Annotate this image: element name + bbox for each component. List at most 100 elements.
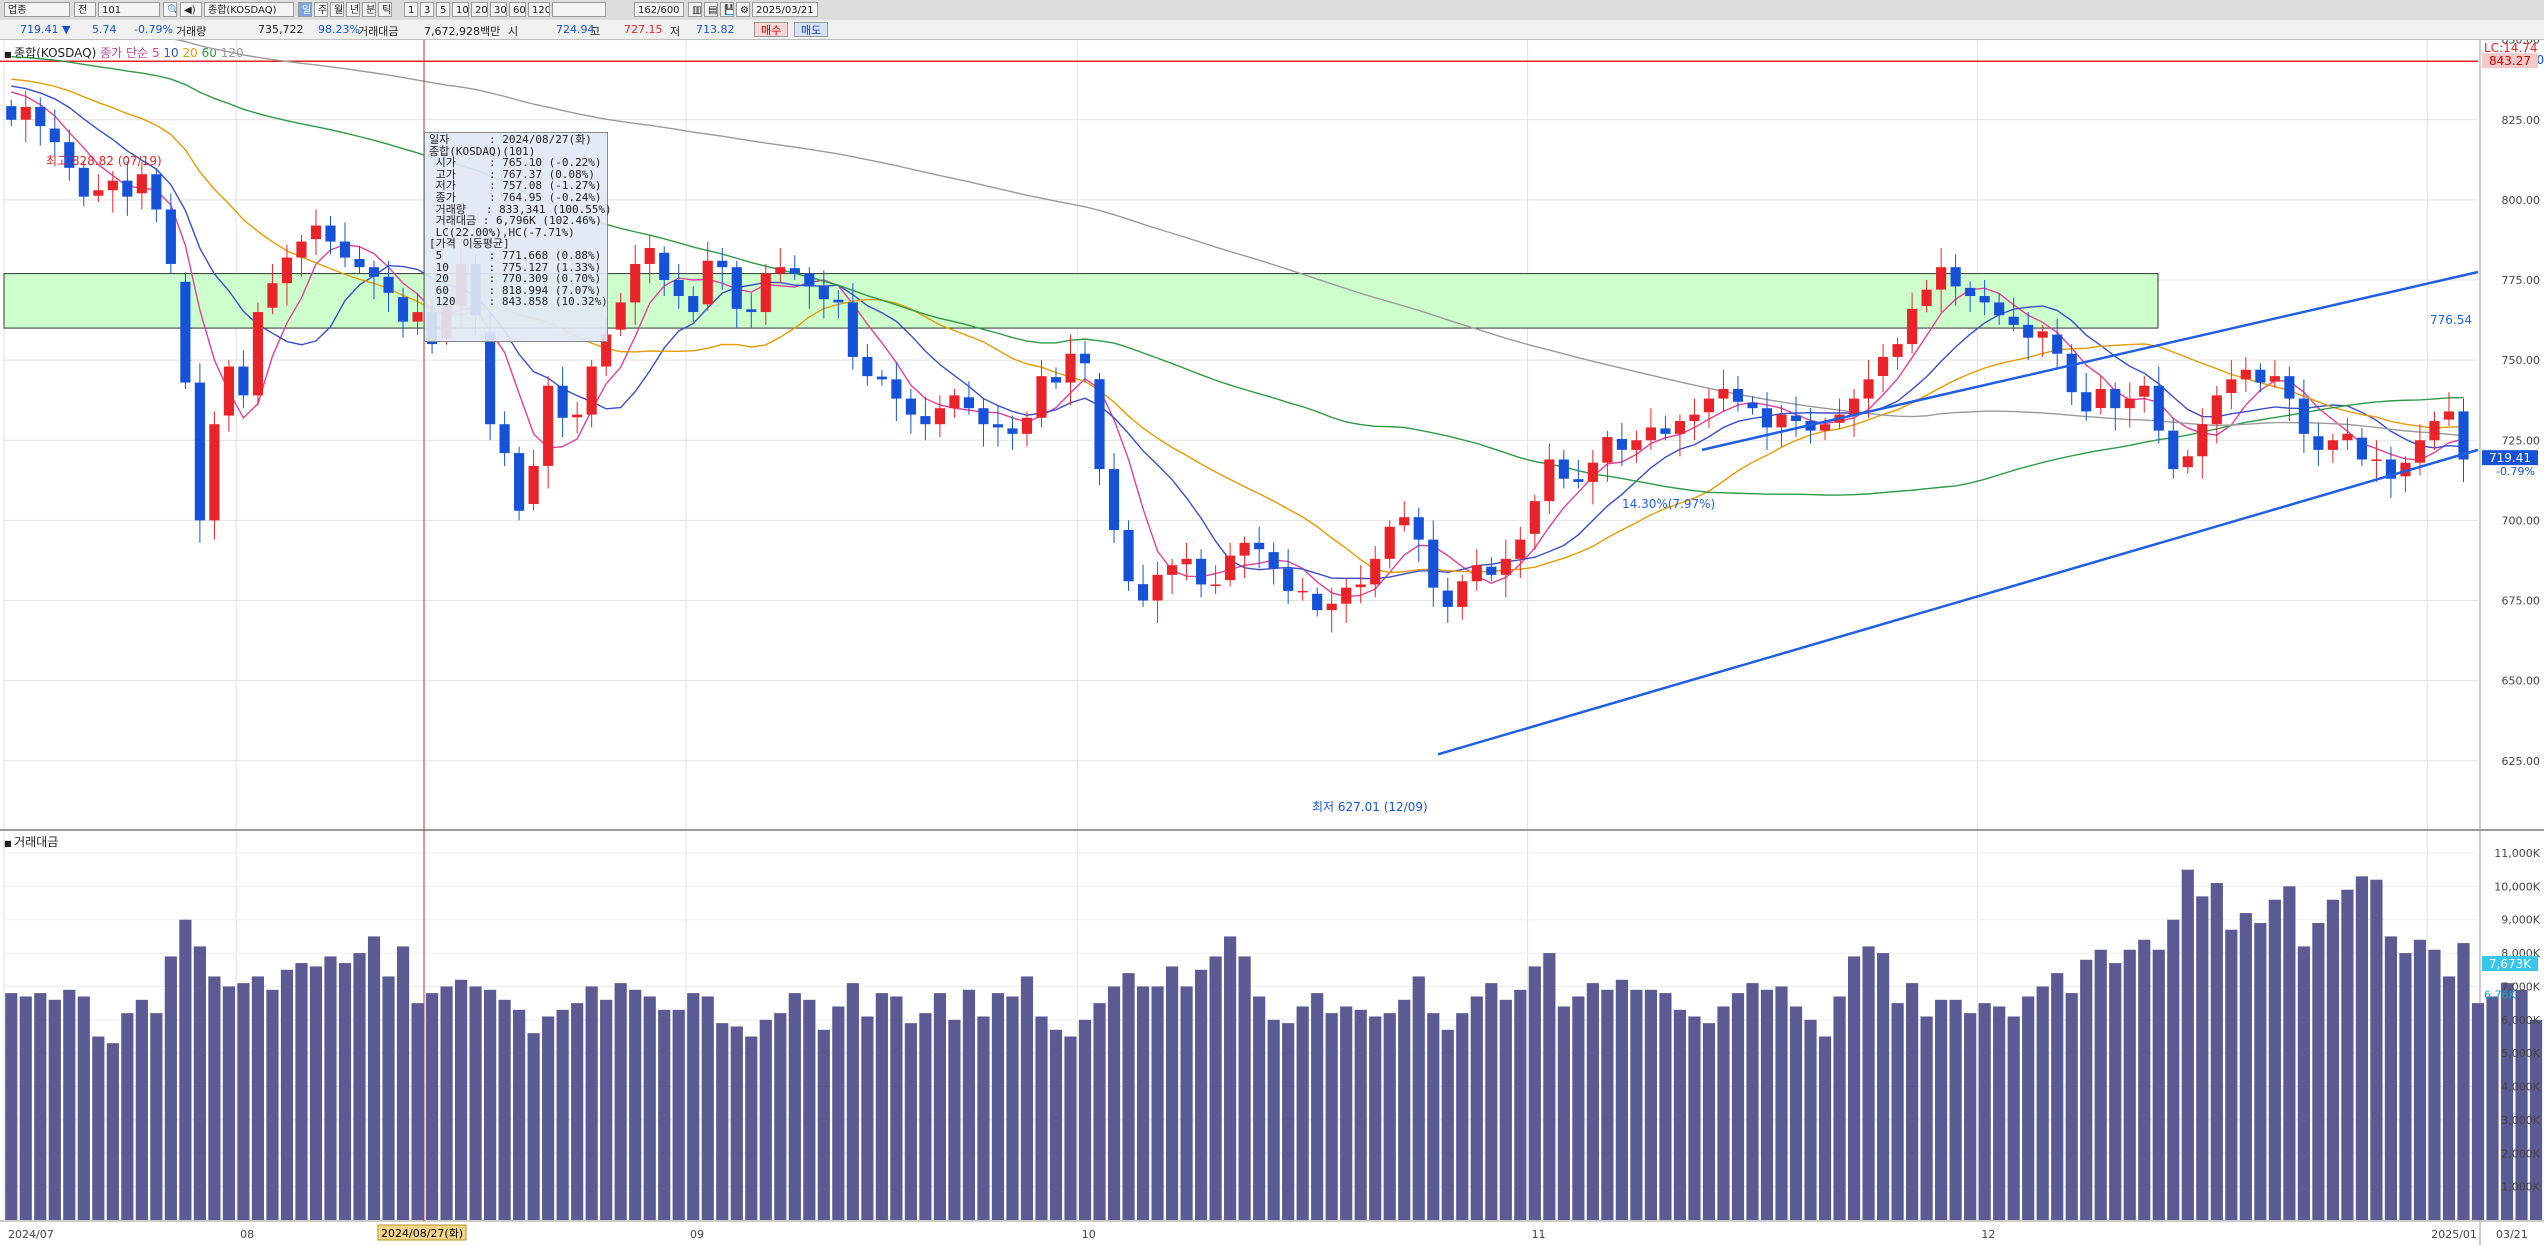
buy-button[interactable]: 매수 xyxy=(754,22,789,37)
count-field[interactable]: 162/600 xyxy=(634,2,684,17)
sound-button[interactable]: ◀) xyxy=(180,2,202,17)
period-month[interactable]: 월 xyxy=(330,2,344,17)
chart-type-button[interactable]: ▥ xyxy=(688,2,702,17)
search-button[interactable]: 🔍 xyxy=(163,2,177,17)
interval-20[interactable]: 20 xyxy=(471,2,488,17)
candle-body xyxy=(702,260,713,305)
axes: 950.00925.00900.00875.00850.00825.00800.… xyxy=(8,40,2541,1241)
trend-lines xyxy=(1437,270,2479,756)
candle-body xyxy=(2081,392,2092,412)
type-select[interactable]: 전 xyxy=(74,2,96,17)
interval-10[interactable]: 10 xyxy=(452,2,469,17)
volume-bar xyxy=(1949,999,1962,1220)
candle-body xyxy=(760,273,771,313)
volume-bar xyxy=(919,1013,932,1220)
volume-bar xyxy=(1833,996,1846,1220)
tooltip-line: 60 : 818.994 (7.07%) xyxy=(429,283,602,297)
candle-body xyxy=(122,180,133,197)
volume-bar xyxy=(1064,1036,1077,1220)
volume-bar xyxy=(2457,943,2470,1220)
volume-bar xyxy=(643,996,656,1220)
period-tick[interactable]: 틱 xyxy=(378,2,392,17)
volume-bar xyxy=(2355,876,2369,1220)
volume-bar xyxy=(2326,899,2339,1220)
volume-bar xyxy=(1267,1019,1280,1220)
volume-bar xyxy=(585,986,598,1220)
volume-bar xyxy=(2094,949,2107,1220)
volume-bar xyxy=(179,919,192,1220)
settings-button[interactable]: ⚙ xyxy=(736,2,750,17)
candle-body xyxy=(891,379,902,399)
volume-bar xyxy=(1993,1006,2006,1220)
volume-bar xyxy=(1847,956,1861,1220)
volume-bar xyxy=(2007,1016,2020,1220)
candle-body xyxy=(252,312,264,396)
candle-body xyxy=(978,408,989,425)
volume-bar xyxy=(1412,976,1425,1220)
interval-custom[interactable] xyxy=(552,2,606,17)
selected-date-badge xyxy=(377,1224,467,1241)
legend-ma-prefix: 종가 단순 xyxy=(100,46,149,60)
volume-axis-label: 5,000K xyxy=(2501,1047,2540,1060)
legend-ma20[interactable]: 20 xyxy=(182,46,198,60)
volume-bar xyxy=(469,986,482,1220)
period-minute[interactable]: 분 xyxy=(362,2,376,17)
market-select[interactable]: 업종 xyxy=(4,2,70,17)
volume-bar xyxy=(367,936,381,1220)
candle-body xyxy=(1457,581,1468,607)
candle-body xyxy=(2037,331,2048,338)
interval-1[interactable]: 1 xyxy=(404,2,418,17)
interval-60[interactable]: 60 xyxy=(509,2,526,17)
candle-body xyxy=(1921,289,1932,306)
volume-bar xyxy=(1238,956,1251,1220)
open-label: 시 xyxy=(508,25,519,38)
volume-bar xyxy=(1572,996,1585,1220)
interval-3[interactable]: 3 xyxy=(420,2,434,17)
amount-label: 거래대금 xyxy=(358,25,399,38)
candle-body xyxy=(1239,542,1250,556)
legend-ma60[interactable]: 60 xyxy=(201,46,217,60)
stock-chart[interactable]: 950.00925.00900.00875.00850.00825.00800.… xyxy=(0,40,2544,1245)
volume-bar xyxy=(1601,989,1614,1220)
candle-body xyxy=(2095,388,2106,409)
period-day[interactable]: 일 xyxy=(298,2,312,17)
candle-body xyxy=(2124,398,2135,409)
candle-body xyxy=(2400,462,2411,477)
volume-bar xyxy=(164,956,177,1220)
interval-5[interactable]: 5 xyxy=(436,2,450,17)
candle-body xyxy=(2284,376,2295,399)
candle-body xyxy=(339,241,351,258)
interval-30[interactable]: 30 xyxy=(490,2,507,17)
volume-bar xyxy=(1615,979,1628,1220)
period-year[interactable]: 년 xyxy=(346,2,360,17)
volume-pane-legend: ■ 거래대금 xyxy=(4,833,58,850)
candle-body xyxy=(20,106,31,120)
candle-body xyxy=(1268,552,1279,569)
volume-bar xyxy=(2080,959,2093,1220)
sell-button[interactable]: 매도 xyxy=(794,22,829,37)
volume-bar xyxy=(1224,936,1237,1220)
legend-volume-title: 거래대금 xyxy=(14,835,59,849)
legend-ma5[interactable]: 5 xyxy=(151,46,160,60)
save-button[interactable]: 💾 xyxy=(720,2,734,17)
selected-date-label: 2024/08/27(화) xyxy=(381,1227,463,1240)
price-change: 5.74 xyxy=(92,23,117,36)
period-week[interactable]: 주 xyxy=(314,2,328,17)
volume-bar xyxy=(1325,1013,1338,1220)
volume-bar xyxy=(2283,886,2296,1220)
code-select[interactable]: 101 xyxy=(98,2,160,17)
price-axis-label: 825.00 xyxy=(2502,114,2541,127)
candle-body xyxy=(1297,590,1308,593)
candle-body xyxy=(1631,440,1642,450)
date-field[interactable]: 2025/03/21 xyxy=(752,2,818,17)
candle-body xyxy=(267,283,278,308)
legend-ma10[interactable]: 10 xyxy=(163,46,179,60)
volume-bar xyxy=(687,993,700,1220)
interval-120[interactable]: 120 xyxy=(528,2,550,17)
name-field[interactable]: 종합(KOSDAQ) xyxy=(204,2,294,17)
candle-body xyxy=(1384,526,1395,559)
volume-axis-label: 2,000K xyxy=(2501,1147,2540,1160)
price-axis-label: 850.00 xyxy=(2502,40,2541,47)
print-button[interactable]: ▤ xyxy=(704,2,718,17)
candle-body xyxy=(572,414,583,418)
